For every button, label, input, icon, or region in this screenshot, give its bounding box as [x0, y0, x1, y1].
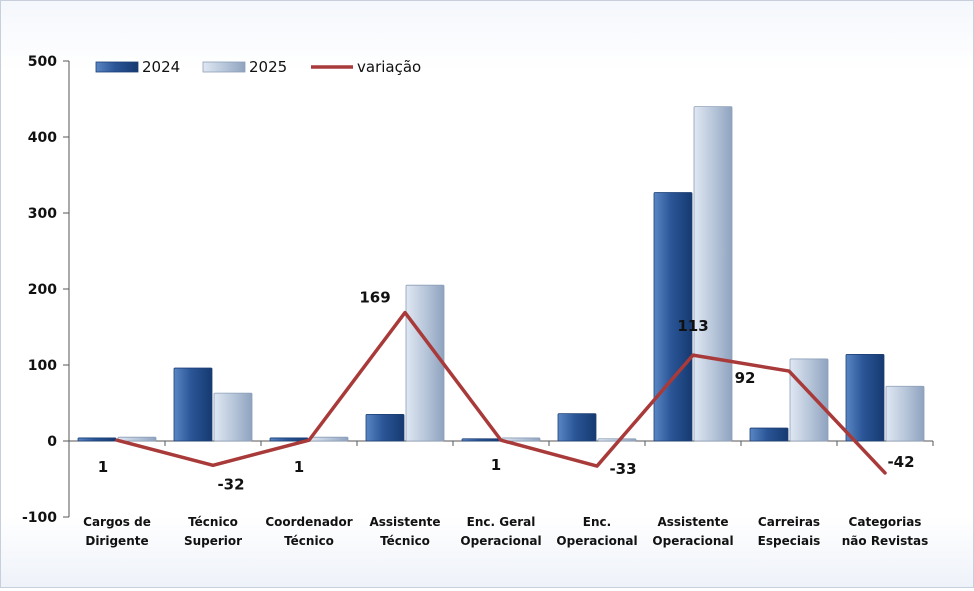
y-tick-label: 500 [28, 54, 57, 70]
bar-2024 [174, 368, 212, 441]
x-category-label: Enc.Operacional [556, 515, 637, 548]
bar-layer [78, 107, 924, 441]
bar-2024 [750, 428, 788, 441]
data-label: 92 [735, 369, 756, 387]
data-label: 1 [98, 458, 108, 476]
y-tick-label: 0 [47, 434, 57, 450]
data-label: -33 [609, 460, 636, 478]
bar-2024 [558, 414, 596, 441]
chart-legend: 2024 2025 variação [96, 58, 421, 76]
bar-2024 [462, 439, 500, 441]
data-label: -32 [217, 475, 244, 493]
legend-label: 2025 [249, 58, 287, 76]
bar-2025 [790, 359, 828, 441]
bar-2024 [78, 438, 116, 441]
data-label: 169 [359, 289, 390, 307]
bar-2025 [310, 437, 348, 441]
bar-2025 [214, 393, 252, 441]
legend-label: variação [357, 58, 421, 76]
y-tick-label: 400 [28, 130, 57, 146]
legend-label: 2024 [142, 58, 180, 76]
y-tick-label: 300 [28, 206, 57, 222]
y-tick-label: 100 [28, 358, 57, 374]
bar-2025 [406, 285, 444, 441]
bar-2025 [694, 107, 732, 441]
data-label: 1 [491, 456, 501, 474]
bar-2025 [886, 386, 924, 441]
bar-2024 [846, 354, 884, 441]
legend-swatch-2024 [96, 62, 138, 72]
data-label: -42 [887, 453, 914, 471]
data-label: 1 [294, 458, 304, 476]
legend-swatch-2025 [203, 62, 245, 72]
data-label: 113 [677, 317, 708, 335]
y-tick-label: -100 [22, 510, 57, 526]
y-tick-label: 200 [28, 282, 57, 298]
bar-2024 [366, 414, 404, 441]
